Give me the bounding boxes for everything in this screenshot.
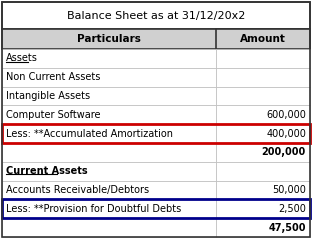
Bar [2, 29, 310, 49]
Text: Assets: Assets [6, 53, 38, 63]
Text: 50,000: 50,000 [272, 185, 306, 195]
Bar [216, 162, 310, 181]
Text: Accounts Receivable/Debtors: Accounts Receivable/Debtors [6, 185, 149, 195]
Bar [216, 124, 310, 143]
Bar [2, 124, 310, 143]
Bar [2, 143, 216, 162]
Text: Current Assets: Current Assets [6, 166, 88, 176]
Bar [216, 68, 310, 87]
Text: Computer Software: Computer Software [6, 110, 100, 120]
Text: Particulars: Particulars [77, 34, 141, 44]
Text: 400,000: 400,000 [266, 129, 306, 139]
Text: Intangible Assets: Intangible Assets [6, 91, 90, 101]
Text: 200,000: 200,000 [262, 147, 306, 158]
Text: Less: **Accumulated Amortization: Less: **Accumulated Amortization [6, 129, 173, 139]
Bar [216, 87, 310, 105]
Bar [216, 181, 310, 199]
Text: Balance Sheet as at 31/12/20x2: Balance Sheet as at 31/12/20x2 [67, 11, 245, 21]
Bar [2, 49, 216, 68]
Text: Non Current Assets: Non Current Assets [6, 72, 100, 82]
Bar [216, 49, 310, 68]
Text: 2,500: 2,500 [278, 204, 306, 214]
Bar [216, 199, 310, 218]
Bar [216, 218, 310, 237]
Text: Less: **Provision for Doubtful Debts: Less: **Provision for Doubtful Debts [6, 204, 181, 214]
Text: 600,000: 600,000 [266, 110, 306, 120]
Bar [2, 105, 216, 124]
Bar [2, 199, 216, 218]
Bar [2, 181, 216, 199]
Bar [2, 218, 216, 237]
Bar [216, 29, 310, 49]
Bar [2, 124, 216, 143]
Bar [2, 68, 216, 87]
Bar [216, 105, 310, 124]
Text: 47,500: 47,500 [269, 223, 306, 233]
Bar [2, 162, 216, 181]
Bar [2, 87, 216, 105]
Bar [2, 2, 310, 29]
Bar [216, 143, 310, 162]
Bar [2, 199, 310, 218]
Text: Amount: Amount [240, 34, 286, 44]
